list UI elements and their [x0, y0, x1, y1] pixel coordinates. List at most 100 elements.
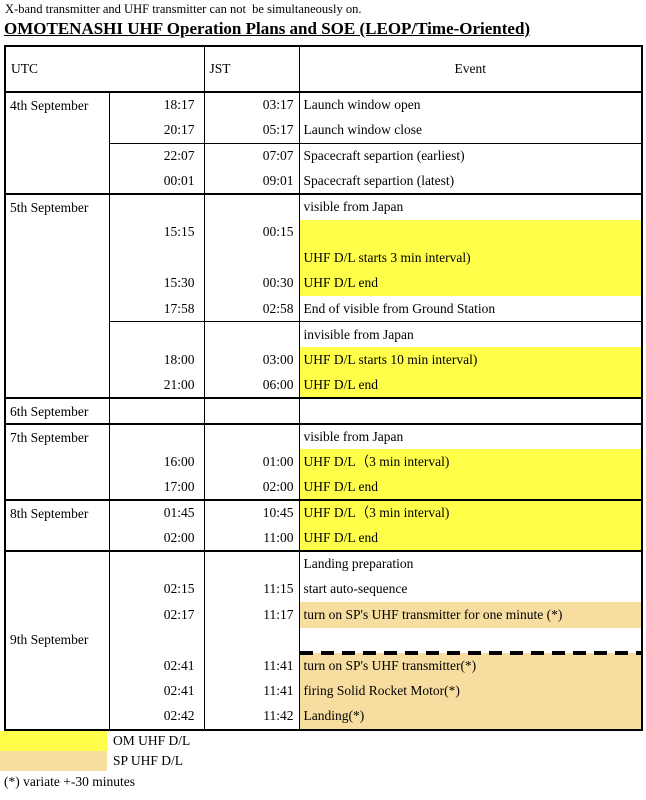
table-row: 17:58 02:58 End of visible from Ground Sta…	[5, 296, 642, 322]
legend-label-om: OM UHF D/L	[113, 732, 191, 748]
jst-time-cell: 02:00	[203, 474, 299, 500]
event-cell: UHF D/L starts 10 min interval)	[298, 347, 642, 373]
utc-time-cell: 18:00	[108, 347, 204, 373]
event-cell-text: visible from Japan	[303, 199, 404, 215]
date-label: 4th September	[10, 98, 89, 113]
event-cell: Landing(*)	[298, 704, 642, 730]
jst-time-cell: 11:00	[203, 525, 299, 551]
event-cell: Landing preparation	[298, 550, 642, 577]
table-row: 02:15 11:15 start auto-sequence	[5, 576, 642, 602]
jst-time-cell: 11:41	[203, 653, 299, 679]
jst-time-cell: 02:58	[203, 296, 299, 322]
utc-time-cell: 02:00	[108, 525, 204, 551]
jst-time-cell-text: 00:30	[262, 275, 294, 291]
event-cell: turn on SP's UHF transmitter for one min…	[298, 602, 642, 628]
utc-time-cell: 16:00	[108, 449, 204, 475]
table-row: 6th September	[5, 397, 642, 424]
utc-time-cell	[108, 422, 204, 449]
event-cell: UHF D/L end	[298, 525, 642, 551]
jst-time-cell-text: 03:17	[262, 97, 294, 113]
event-cell: visible from Japan	[298, 193, 642, 220]
utc-time-cell-text: 15:30	[163, 275, 195, 291]
column-header-jst: JST	[203, 46, 299, 93]
jst-time-cell: 09:01	[203, 168, 299, 194]
jst-time-cell-text: 07:07	[262, 148, 294, 164]
utc-time-cell: 02:42	[108, 704, 204, 730]
event-cell: turn on SP's UHF transmitter(*)	[298, 653, 642, 679]
jst-time-cell: 07:07	[203, 142, 299, 169]
table-row: 15:30 00:30 UHF D/L end	[5, 270, 642, 296]
event-cell-text: turn on SP's UHF transmitter(*)	[303, 657, 477, 673]
utc-time-cell: 15:30	[108, 270, 204, 296]
utc-time-cell: 21:00	[108, 372, 204, 398]
date-label: 6th September	[10, 404, 89, 419]
event-cell: firing Solid Rocket Motor(*)	[298, 678, 642, 704]
operation-plan-table: UTC JST Event 4th September 18:17 03:17 Lau…	[4, 45, 643, 731]
jst-time-cell: 10:45	[203, 499, 299, 526]
event-cell-text: turn on SP's UHF transmitter for one min…	[303, 606, 563, 622]
event-cell-text: Landing(*)	[303, 708, 365, 724]
jst-time-cell	[203, 193, 299, 220]
table-row: 02:41 11:41 firing Solid Rocket Motor(*)	[5, 678, 642, 704]
table-row: 16:00 01:00 UHF D/L（3 min interval)	[5, 449, 642, 475]
jst-time-cell	[203, 245, 299, 271]
event-cell-text: start auto-sequence	[303, 581, 408, 597]
event-cell-text: UHF D/L end	[303, 376, 379, 392]
jst-time-cell: 06:00	[203, 372, 299, 398]
date-cell: 4th September	[5, 91, 109, 194]
table-row: 17:00 02:00 UHF D/L end	[5, 474, 642, 500]
jst-time-cell	[203, 321, 299, 347]
utc-time-cell-text: 02:41	[163, 657, 195, 673]
event-cell: Launch window open	[298, 91, 642, 118]
event-cell-text: UHF D/L（3 min interval)	[303, 453, 450, 469]
column-header-event: Event	[298, 46, 642, 93]
table-row: 00:01 09:01 Spacecraft separtion (latest)	[5, 168, 642, 194]
date-cell: 6th September	[5, 397, 109, 424]
jst-time-cell-text: 02:58	[262, 300, 294, 316]
jst-time-cell-text: 05:17	[262, 122, 294, 138]
column-header-utc: UTC	[5, 46, 204, 93]
date-label: 5th September	[10, 200, 89, 215]
legend-label-sp: SP UHF D/L	[113, 752, 184, 768]
utc-time-cell: 18:17	[108, 91, 204, 118]
event-cell: Spacecraft separtion (earliest)	[298, 142, 642, 169]
table-row: UHF D/L starts 3 min interval)	[5, 245, 642, 271]
event-cell-text: End of visible from Ground Station	[303, 300, 496, 316]
event-cell-text: UHF D/L starts 10 min interval)	[303, 351, 478, 367]
event-cell-text: UHF D/L end	[303, 478, 379, 494]
date-label: 9th September	[10, 632, 89, 648]
header-row: UTC JST Event	[5, 46, 642, 93]
table-row	[5, 627, 643, 655]
legend-item-om: OM UHF D/L	[0, 730, 645, 751]
sp-uhf-dl-swatch	[0, 750, 107, 771]
event-cell-text: UHF D/L end	[303, 529, 379, 545]
jst-time-cell: 03:17	[203, 91, 299, 118]
utc-time-cell: 02:15	[108, 576, 204, 602]
jst-time-cell	[203, 550, 299, 577]
page-title: OMOTENASHI UHF Operation Plans and SOE (…	[4, 19, 531, 38]
table-row: 02:17 11:17 turn on SP's UHF transmitter f…	[5, 602, 642, 628]
date-label: 7th September	[10, 429, 89, 445]
event-cell: UHF D/L end	[298, 372, 642, 398]
event-cell: End of visible from Ground Station	[298, 296, 642, 322]
utc-time-cell-text: 02:41	[163, 683, 195, 699]
utc-time-cell-text: 18:00	[163, 351, 195, 367]
event-cell: UHF D/L end	[298, 474, 642, 500]
utc-time-cell	[108, 550, 204, 577]
event-cell: start auto-sequence	[298, 576, 642, 602]
event-cell-text: visible from Japan	[303, 428, 404, 444]
jst-time-cell-text: 11:15	[263, 581, 294, 597]
table-row: 7th September visible from Japan	[5, 422, 642, 500]
table-row: 8th September 01:45 10:45 UHF D/L（3 min int…	[5, 499, 642, 551]
utc-time-cell: 15:15	[108, 219, 204, 245]
jst-time-cell: 00:15	[203, 219, 299, 245]
jst-time-cell-text: 11:00	[263, 529, 294, 545]
jst-time-cell-text: 02:00	[262, 478, 294, 494]
table-row: 18:00 03:00 UHF D/L starts 10 min interval…	[5, 347, 642, 373]
utc-time-cell: 22:07	[108, 142, 204, 169]
event-cell: UHF D/L end	[298, 270, 642, 296]
utc-time-cell-text: 02:42	[163, 708, 195, 724]
table-row: 02:00 11:00 UHF D/L end	[5, 525, 642, 551]
table-row: 20:17 05:17 Launch window close	[5, 117, 642, 143]
event-cell: UHF D/L（3 min interval)	[298, 449, 642, 475]
